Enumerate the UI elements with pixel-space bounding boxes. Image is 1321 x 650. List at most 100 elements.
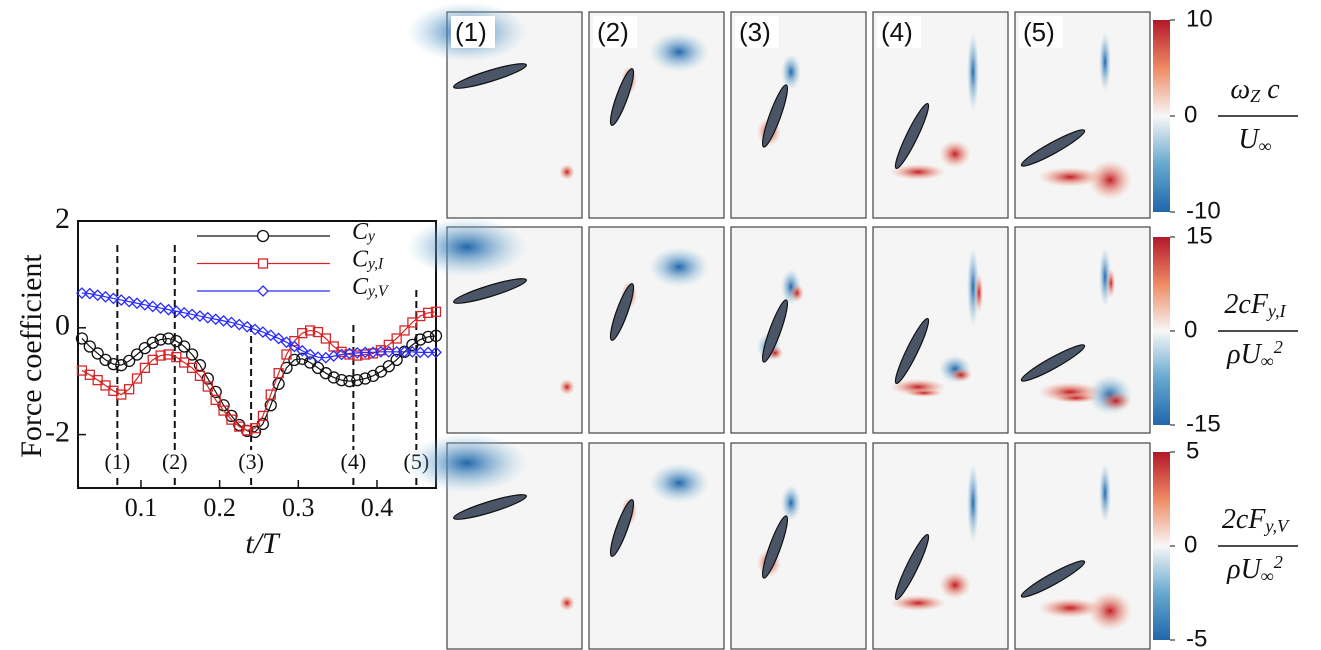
vortex [890, 164, 946, 180]
plate [609, 283, 635, 341]
plate [761, 299, 789, 363]
marker [225, 316, 238, 329]
colorbar-tick-label: -10 [1186, 197, 1221, 224]
colorbar-denominator: ρU∞2 [1226, 552, 1283, 585]
marker [406, 345, 419, 358]
colorbar-tick-label: -15 [1186, 410, 1221, 437]
panel-label-bg [1019, 16, 1063, 48]
plate [453, 278, 527, 304]
marker [131, 373, 143, 384]
marker [242, 425, 253, 436]
marker [233, 318, 246, 331]
plate [1020, 344, 1086, 382]
marker [131, 297, 143, 310]
marker [194, 370, 206, 382]
flow-panel: (5) [1014, 11, 1151, 219]
marker [123, 384, 135, 395]
panel-frame [872, 226, 1009, 434]
vortex [1088, 160, 1132, 200]
colorbar-tick-label: 0 [1184, 316, 1197, 343]
colorbar [1153, 20, 1170, 212]
marker [209, 385, 222, 399]
instant-label: (1) [105, 449, 131, 474]
plate [761, 84, 789, 148]
vortex [1099, 32, 1111, 92]
flow-panel [872, 226, 1009, 434]
marker [429, 329, 443, 342]
vortex [974, 273, 984, 313]
marker [122, 354, 136, 368]
marker [382, 360, 395, 373]
flow-panel [1014, 226, 1151, 434]
vortex [790, 284, 804, 302]
x-tick-label: 0.3 [282, 493, 315, 522]
colorbar-tick-label: -5 [1186, 625, 1207, 650]
marker [210, 394, 221, 406]
colorbar-denominator: U∞ [1238, 124, 1271, 155]
marker [296, 352, 309, 365]
marker [138, 298, 151, 311]
plate [609, 68, 635, 126]
vortex [1106, 268, 1116, 298]
flow-panel [872, 442, 1009, 650]
plate [894, 317, 930, 385]
marker [414, 333, 427, 346]
vortex [781, 485, 801, 521]
flow-panel [588, 226, 725, 434]
marker [351, 373, 364, 387]
panel-label-bg [735, 16, 779, 48]
colorbar [1153, 237, 1170, 425]
marker [343, 375, 356, 388]
panel-label-bg [451, 16, 495, 48]
vortex [1088, 591, 1132, 631]
panel-label-bg [877, 16, 921, 48]
marker [186, 308, 199, 321]
instant-label: (4) [341, 449, 367, 474]
marker [209, 313, 222, 326]
marker [414, 346, 427, 359]
legend-label: Cy,I [352, 246, 384, 273]
marker [154, 333, 167, 346]
marker [83, 287, 96, 300]
flow-panel [407, 433, 583, 650]
marker [382, 345, 395, 358]
colorbar-denominator: ρU∞2 [1226, 337, 1283, 370]
colorbar-numerator: 2cFy,I [1224, 289, 1286, 320]
marker [390, 353, 403, 366]
legend-label: Cy [352, 219, 375, 246]
x-tick-label: 0.2 [203, 493, 236, 522]
plate [1020, 560, 1086, 598]
marker [249, 423, 261, 434]
marker [383, 339, 394, 351]
marker [273, 368, 284, 379]
colorbar [1153, 452, 1170, 640]
marker [84, 369, 95, 380]
marker [193, 359, 207, 372]
vortex [559, 164, 575, 180]
colorbar-numerator: 2cFy,V [1222, 504, 1290, 535]
marker [272, 377, 285, 391]
flow-panel [730, 226, 867, 434]
marker [218, 405, 229, 416]
marker [249, 323, 261, 336]
marker [108, 385, 119, 396]
y-axis-label: Force coefficient [15, 254, 48, 458]
vortex [407, 433, 527, 493]
colorbar-tick-label: 10 [1186, 5, 1213, 32]
marker [390, 345, 403, 358]
flow-panel: (1) [407, 2, 583, 219]
flow-panel: (4) [872, 11, 1009, 219]
marker [91, 347, 104, 360]
marker [327, 371, 340, 384]
marker [359, 346, 372, 359]
panel-frame [872, 442, 1009, 650]
marker [430, 346, 442, 359]
vortex [781, 54, 801, 90]
marker [296, 344, 309, 357]
marker [422, 346, 435, 359]
vortex [649, 32, 709, 72]
marker [225, 409, 238, 423]
x-tick-label: 0.4 [361, 493, 394, 522]
marker [297, 327, 308, 339]
